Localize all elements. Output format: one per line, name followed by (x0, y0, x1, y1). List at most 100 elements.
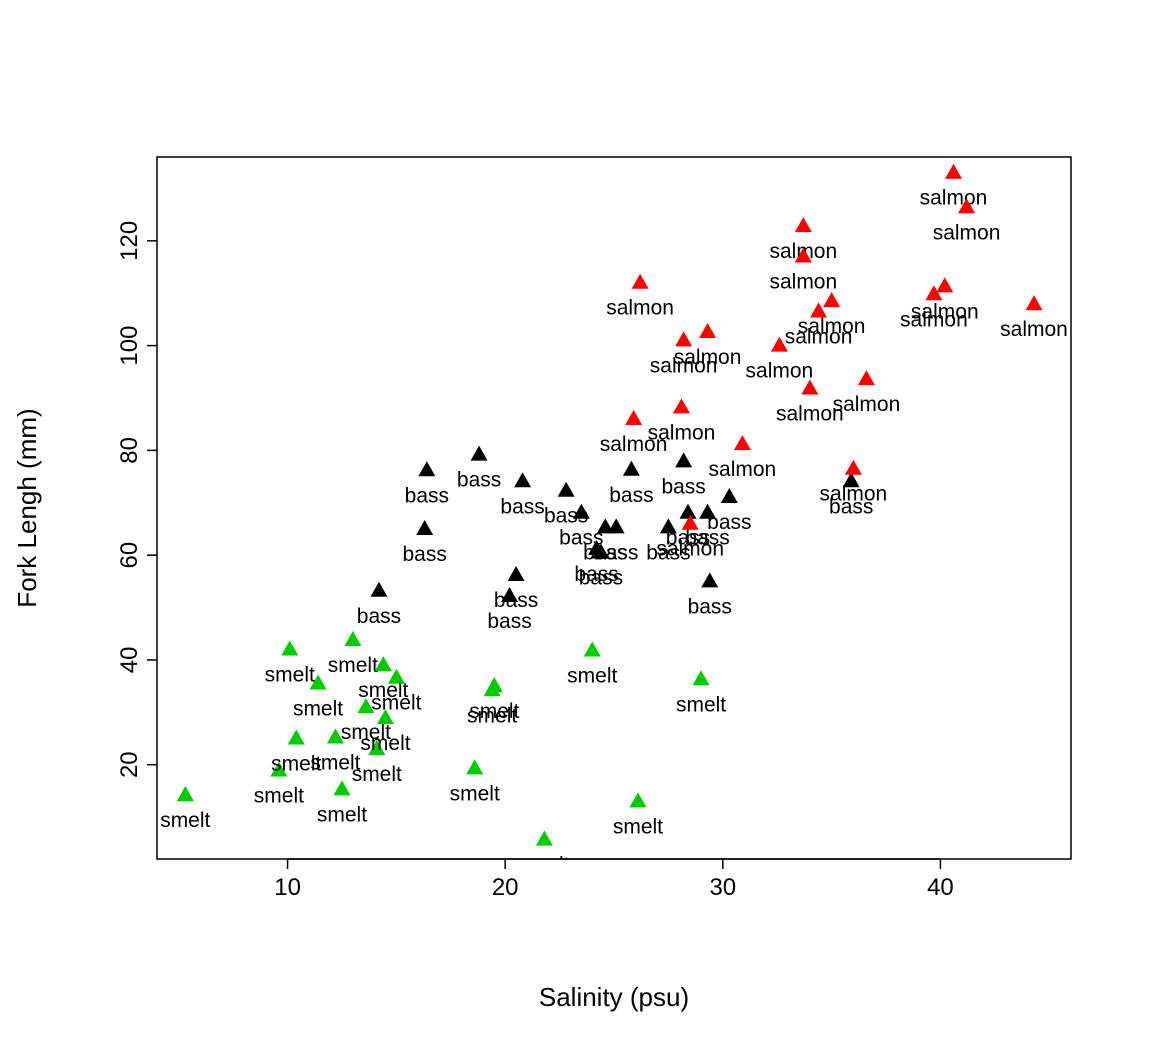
point-label: smelt (450, 782, 500, 805)
triangle-marker (507, 566, 525, 582)
data-point-salmon: salmon (709, 435, 776, 481)
point-label: bass (494, 589, 538, 612)
data-point-bass: bass (583, 518, 627, 564)
y-tick-label: 120 (116, 221, 143, 261)
triangle-marker (770, 336, 788, 352)
triangle-marker (596, 518, 614, 534)
data-point-bass: bass (594, 518, 638, 564)
data-point-bass: bass (500, 472, 545, 518)
triangle-marker (583, 641, 601, 657)
triangle-marker (681, 514, 699, 530)
point-label: bass (661, 475, 705, 498)
triangle-marker (622, 460, 640, 476)
x-tick-label: 30 (709, 874, 736, 901)
triangle-marker (958, 198, 976, 214)
data-point-smelt: smelt (254, 761, 304, 807)
point-label: bass (685, 527, 729, 550)
data-point-bass: bass (544, 481, 588, 528)
data-point-smelt: smelt (293, 674, 343, 721)
data-point-bass: bass (688, 572, 732, 618)
point-label: salmon (648, 421, 716, 444)
data-point-smelt: smelt (567, 641, 617, 687)
data-point-smelt: smelt (450, 759, 500, 805)
data-point-salmon: salmon (600, 409, 668, 456)
y-tick-label: 40 (116, 647, 143, 674)
point-label: salmon (1000, 318, 1068, 341)
data-point-salmon: salmon (833, 370, 901, 416)
data-point-salmon: salmon (769, 247, 837, 294)
triangle-marker (692, 670, 710, 686)
point-label: salmon (833, 393, 901, 416)
triangle-marker (572, 503, 590, 519)
x-axis: 10 20 30 40 (274, 858, 954, 901)
data-point-salmon: salmon (674, 322, 741, 369)
point-label: bass (457, 469, 501, 492)
data-points: smeltsmeltsmeltsmeltsmeltsmeltsmeltsmelt… (160, 163, 1068, 877)
triangle-marker (699, 322, 717, 338)
data-point-salmon: salmon (933, 198, 1001, 244)
triangle-marker (377, 709, 394, 725)
triangle-marker (733, 435, 751, 451)
triangle-marker (281, 640, 299, 656)
point-label: smelt (371, 692, 421, 715)
triangle-marker (631, 273, 649, 289)
triangle-marker (857, 370, 875, 386)
triangle-marker (679, 503, 697, 519)
data-point-smelt: smelt (160, 786, 211, 832)
data-point-bass: bass (357, 581, 401, 628)
data-point-bass: bass (494, 566, 538, 612)
triangle-marker (925, 285, 943, 301)
y-axis-title: Fork Lengh (mm) (12, 408, 42, 607)
point-label: salmon (820, 483, 888, 506)
point-label: salmon (933, 221, 1001, 244)
triangle-marker (701, 572, 719, 588)
triangle-marker (416, 519, 434, 535)
point-label: smelt (469, 700, 519, 723)
point-label: smelt (519, 854, 569, 877)
point-label: bass (579, 567, 623, 590)
triangle-marker (794, 247, 812, 263)
point-label: bass (594, 541, 638, 564)
triangle-marker (1025, 295, 1043, 311)
point-label: bass (487, 610, 531, 633)
data-point-bass: bass (661, 452, 706, 498)
x-tick-label: 20 (492, 874, 519, 901)
triangle-marker (844, 459, 862, 475)
point-label: salmon (600, 433, 668, 456)
triangle-marker (270, 761, 288, 777)
point-label: smelt (160, 809, 210, 832)
y-tick-label: 80 (116, 437, 143, 464)
triangle-marker (176, 786, 194, 802)
data-point-smelt: smelt (328, 631, 378, 677)
triangle-marker (625, 409, 643, 425)
point-label: bass (707, 511, 751, 534)
point-label: bass (402, 543, 446, 566)
point-label: smelt (567, 664, 617, 687)
triangle-marker (607, 518, 625, 534)
data-point-bass: bass (579, 543, 623, 590)
triangle-marker (344, 631, 362, 647)
triangle-marker (672, 398, 690, 414)
triangle-marker (287, 729, 305, 745)
triangle-marker (514, 472, 532, 488)
point-label: salmon (785, 326, 853, 349)
data-point-smelt: smelt (310, 728, 361, 774)
point-label: smelt (360, 732, 410, 755)
y-axis: 20 40 60 80 100 120 (116, 221, 157, 778)
point-label: smelt (254, 784, 304, 807)
data-point-bass: bass (559, 503, 604, 550)
triangle-marker (810, 302, 828, 318)
data-point-smelt: smelt (265, 640, 315, 686)
point-label: salmon (920, 187, 988, 210)
triangle-marker (374, 656, 392, 672)
x-axis-title: Salinity (psu) (539, 982, 689, 1012)
point-label: smelt (265, 663, 315, 686)
point-label: bass (500, 495, 544, 518)
data-point-salmon: salmon (746, 336, 813, 383)
x-tick-label: 10 (274, 874, 301, 901)
point-label: smelt (352, 763, 402, 786)
data-point-bass: bass (646, 518, 691, 564)
triangle-marker (629, 792, 647, 808)
data-point-salmon: salmon (920, 163, 988, 210)
